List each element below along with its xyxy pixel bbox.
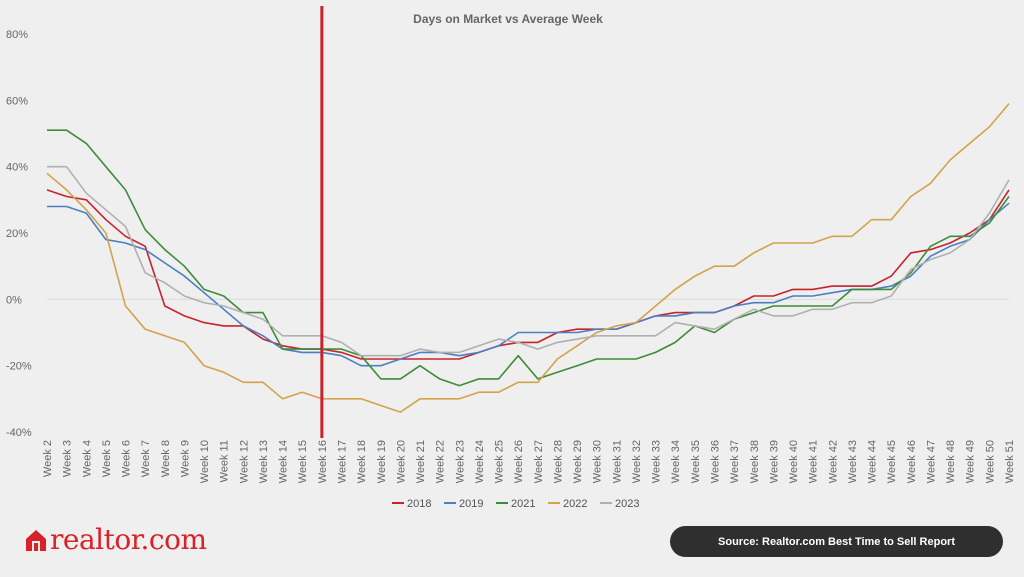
x-tick-label: Week 30 xyxy=(592,440,604,483)
x-tick-label: Week 40 xyxy=(788,440,800,483)
x-tick-label: Week 16 xyxy=(317,440,329,483)
x-tick-label: Week 6 xyxy=(121,440,133,477)
x-tick-label: Week 14 xyxy=(278,440,290,483)
chart-title: Days on Market vs Average Week xyxy=(413,12,603,26)
x-tick-label: Week 24 xyxy=(474,440,486,483)
x-tick-label: Week 12 xyxy=(238,440,250,483)
brand-name: realtor.com xyxy=(50,523,207,556)
x-tick-label: Week 22 xyxy=(435,440,447,483)
x-tick-label: Week 26 xyxy=(513,440,525,483)
x-tick-label: Week 34 xyxy=(670,440,682,483)
series-line-2018 xyxy=(46,189,1010,360)
x-tick-label: Week 35 xyxy=(690,440,702,483)
x-axis: Week 2 Week 3 Week 4 Week 5 Week 6 Week 7 Week… xyxy=(42,440,1016,483)
x-tick-label: Week 41 xyxy=(808,440,820,483)
x-tick-label: Week 32 xyxy=(631,440,643,483)
x-tick-label: Week 17 xyxy=(336,440,348,483)
legend-label-2018: 2018 xyxy=(407,498,431,510)
x-tick-label: Week 28 xyxy=(552,440,564,483)
x-tick-label: Week 18 xyxy=(356,440,368,483)
x-tick-label: Week 23 xyxy=(454,440,466,483)
x-tick-label: Week 36 xyxy=(710,440,722,483)
x-tick-label: Week 29 xyxy=(572,440,584,483)
x-tick-label: Week 38 xyxy=(749,440,761,483)
x-tick-label: Week 50 xyxy=(984,440,996,483)
x-tick-label: Week 7 xyxy=(140,440,152,477)
series-lines xyxy=(46,103,1010,413)
x-tick-label: Week 45 xyxy=(886,440,898,483)
realtor-logo: realtor.com xyxy=(24,526,207,554)
y-tick-label: -40% xyxy=(6,427,32,439)
x-tick-label: Week 48 xyxy=(945,440,957,483)
x-tick-label: Week 3 xyxy=(62,440,74,477)
series-line-2022 xyxy=(46,103,1010,413)
x-tick-label: Week 9 xyxy=(179,440,191,477)
series-line-2019 xyxy=(47,202,1010,367)
legend: 2018 2019 2021 2022 2023 xyxy=(392,498,639,510)
x-tick-label: Week 2 xyxy=(42,440,54,477)
source-badge: Source: Realtor.com Best Time to Sell Re… xyxy=(670,526,1003,557)
x-tick-label: Week 42 xyxy=(827,440,839,483)
x-tick-label: Week 49 xyxy=(965,440,977,483)
x-tick-label: Week 43 xyxy=(847,440,859,483)
house-icon xyxy=(26,530,46,551)
x-tick-label: Week 51 xyxy=(1004,440,1016,483)
y-tick-label: -20% xyxy=(6,361,32,373)
x-tick-label: Week 11 xyxy=(219,440,231,482)
x-tick-label: Week 46 xyxy=(906,440,918,483)
x-tick-label: Week 37 xyxy=(729,440,741,483)
x-tick-label: Week 5 xyxy=(101,440,113,477)
legend-label-2021: 2021 xyxy=(511,498,535,510)
y-tick-label: 40% xyxy=(6,162,28,174)
y-tick-label: 80% xyxy=(6,29,28,41)
legend-label-2019: 2019 xyxy=(459,498,483,510)
source-text: Source: Realtor.com Best Time to Sell Re… xyxy=(718,535,955,548)
y-tick-label: 20% xyxy=(6,228,28,240)
x-tick-label: Week 4 xyxy=(81,440,93,477)
x-tick-label: Week 15 xyxy=(297,440,309,483)
x-tick-label: Week 47 xyxy=(925,440,937,483)
x-tick-label: Week 19 xyxy=(376,440,388,483)
x-tick-label: Week 31 xyxy=(611,440,623,483)
x-tick-label: Week 13 xyxy=(258,440,270,483)
series-line-2023 xyxy=(47,165,1010,357)
x-tick-label: Week 39 xyxy=(768,440,780,483)
x-tick-label: Week 10 xyxy=(199,440,211,483)
line-chart: Days on Market vs Average Week 80% 60% 40%… xyxy=(6,6,1016,510)
y-tick-label: 60% xyxy=(6,95,28,107)
y-axis: 80% 60% 40% 20% 0% -20% -40% xyxy=(6,29,32,439)
x-tick-label: Week 27 xyxy=(533,440,545,483)
x-tick-label: Week 25 xyxy=(494,440,506,483)
x-tick-label: Week 33 xyxy=(651,440,663,483)
x-tick-label: Week 44 xyxy=(867,440,879,483)
x-tick-label: Week 20 xyxy=(395,440,407,483)
x-tick-label: Week 8 xyxy=(160,440,172,477)
y-tick-label: 0% xyxy=(6,294,22,306)
series-line-2021 xyxy=(47,129,1010,387)
x-tick-label: Week 21 xyxy=(415,440,427,483)
legend-label-2022: 2022 xyxy=(563,498,587,510)
legend-label-2023: 2023 xyxy=(615,498,639,510)
